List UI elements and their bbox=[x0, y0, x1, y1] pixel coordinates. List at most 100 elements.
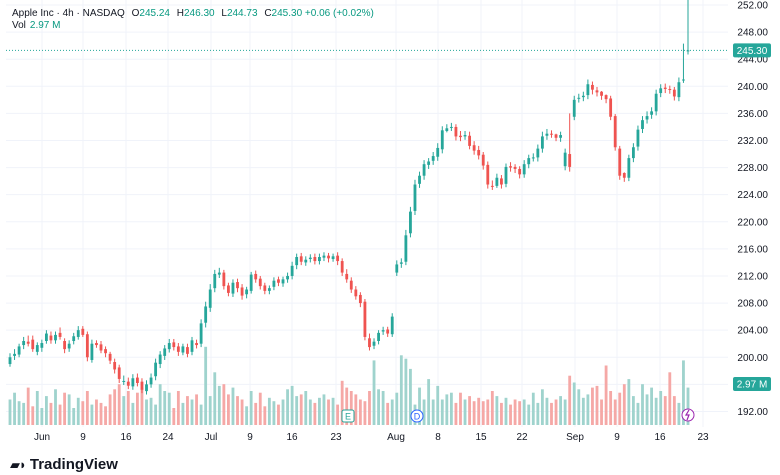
volume-bar bbox=[668, 372, 672, 425]
volume-bar bbox=[572, 382, 576, 425]
volume-bar bbox=[81, 401, 85, 425]
candle bbox=[54, 331, 57, 344]
candle-body bbox=[113, 362, 117, 370]
candle bbox=[682, 43, 685, 83]
tradingview-logo[interactable]: ▰◗ TradingView bbox=[10, 456, 118, 473]
candle-body bbox=[645, 116, 649, 120]
open-label: O bbox=[131, 8, 140, 19]
candle bbox=[8, 353, 12, 367]
candle-body bbox=[641, 120, 644, 129]
candle bbox=[572, 95, 576, 121]
candle-body bbox=[145, 384, 148, 392]
candle-body bbox=[22, 341, 26, 346]
candle-body bbox=[454, 126, 458, 137]
price-axis[interactable]: 252.00 248.00 244.00 240.00 236.00 232.00 228.… bbox=[737, 1, 768, 418]
volume-bar bbox=[449, 392, 453, 425]
candle-body bbox=[363, 301, 367, 337]
low-label: L bbox=[221, 8, 227, 19]
candle-body bbox=[176, 346, 180, 352]
y-tick-label: 252.00 bbox=[737, 1, 768, 12]
candle-body bbox=[636, 129, 640, 147]
candle bbox=[272, 277, 276, 291]
candle bbox=[595, 86, 599, 97]
volume-bar bbox=[436, 385, 440, 425]
volume-bar bbox=[427, 379, 431, 425]
candle-body bbox=[422, 164, 426, 176]
volume-bar bbox=[190, 399, 194, 425]
candle-body bbox=[76, 330, 80, 337]
candle bbox=[117, 364, 121, 383]
candle-body bbox=[349, 280, 353, 290]
candle bbox=[486, 161, 490, 189]
volume-bar bbox=[204, 346, 208, 425]
candle-body bbox=[26, 341, 30, 344]
candle bbox=[295, 253, 299, 270]
candle bbox=[518, 166, 522, 179]
candle bbox=[49, 331, 53, 344]
volume-bar bbox=[331, 397, 335, 425]
candle-body bbox=[327, 255, 330, 259]
candle-body bbox=[186, 347, 189, 354]
volume-bar bbox=[536, 402, 540, 425]
time-axis[interactable]: Jun 9 16 24 Jul 9 16 23 Aug 8 15 22 Sep 9 16 23 bbox=[34, 432, 709, 443]
volume-bar bbox=[682, 360, 685, 425]
volume-bar bbox=[390, 399, 394, 425]
candle bbox=[176, 343, 180, 356]
candle bbox=[336, 252, 340, 266]
volume-bar bbox=[304, 391, 308, 425]
candle bbox=[481, 152, 485, 170]
volume-bar bbox=[618, 392, 622, 425]
candle bbox=[540, 131, 544, 153]
candle-body bbox=[267, 288, 271, 291]
candle-body bbox=[500, 178, 503, 185]
candle bbox=[404, 229, 408, 266]
volume-bar bbox=[308, 399, 312, 425]
volume-label[interactable]: Vol bbox=[12, 20, 26, 31]
candle bbox=[372, 338, 376, 350]
candle-body bbox=[627, 158, 631, 178]
volume-bar bbox=[22, 402, 26, 425]
volume-bar bbox=[631, 396, 635, 425]
volume-bar bbox=[254, 402, 258, 425]
volume-bar bbox=[518, 401, 522, 425]
candle-body bbox=[509, 166, 512, 168]
symbol-title[interactable]: Apple Inc · 4h · NASDAQ bbox=[12, 8, 125, 19]
volume-bar bbox=[527, 404, 531, 425]
special-icon[interactable] bbox=[681, 408, 695, 422]
volume-bar bbox=[568, 375, 572, 425]
volume-bar bbox=[131, 402, 135, 425]
volume-bar bbox=[422, 399, 426, 425]
candle-body bbox=[586, 84, 590, 96]
y-tick-label: 236.00 bbox=[737, 109, 768, 120]
candle bbox=[40, 339, 44, 352]
candle bbox=[163, 345, 167, 360]
candle bbox=[386, 326, 390, 337]
candle bbox=[504, 163, 508, 188]
candle-body bbox=[208, 289, 212, 308]
volume-bar bbox=[672, 396, 676, 425]
candle-body bbox=[659, 88, 663, 94]
candle-body bbox=[49, 335, 53, 341]
volume-bar bbox=[140, 387, 144, 425]
volume-bar bbox=[54, 389, 57, 425]
candle-body bbox=[318, 257, 321, 262]
candle-body bbox=[386, 329, 390, 334]
candle-body bbox=[290, 265, 294, 276]
candle bbox=[245, 286, 249, 299]
candle-body bbox=[604, 95, 608, 100]
candle bbox=[322, 252, 326, 262]
volume-bar bbox=[522, 399, 526, 425]
x-tick-label: 16 bbox=[654, 432, 666, 443]
candle bbox=[108, 351, 112, 365]
volume-bar bbox=[90, 404, 94, 425]
candle-body bbox=[54, 334, 57, 341]
candle bbox=[363, 299, 367, 341]
marker-letter: D bbox=[414, 412, 421, 422]
candle-body bbox=[85, 334, 89, 358]
x-tick-label: 23 bbox=[697, 432, 709, 443]
candle bbox=[190, 336, 194, 356]
volume-bar bbox=[8, 399, 12, 425]
